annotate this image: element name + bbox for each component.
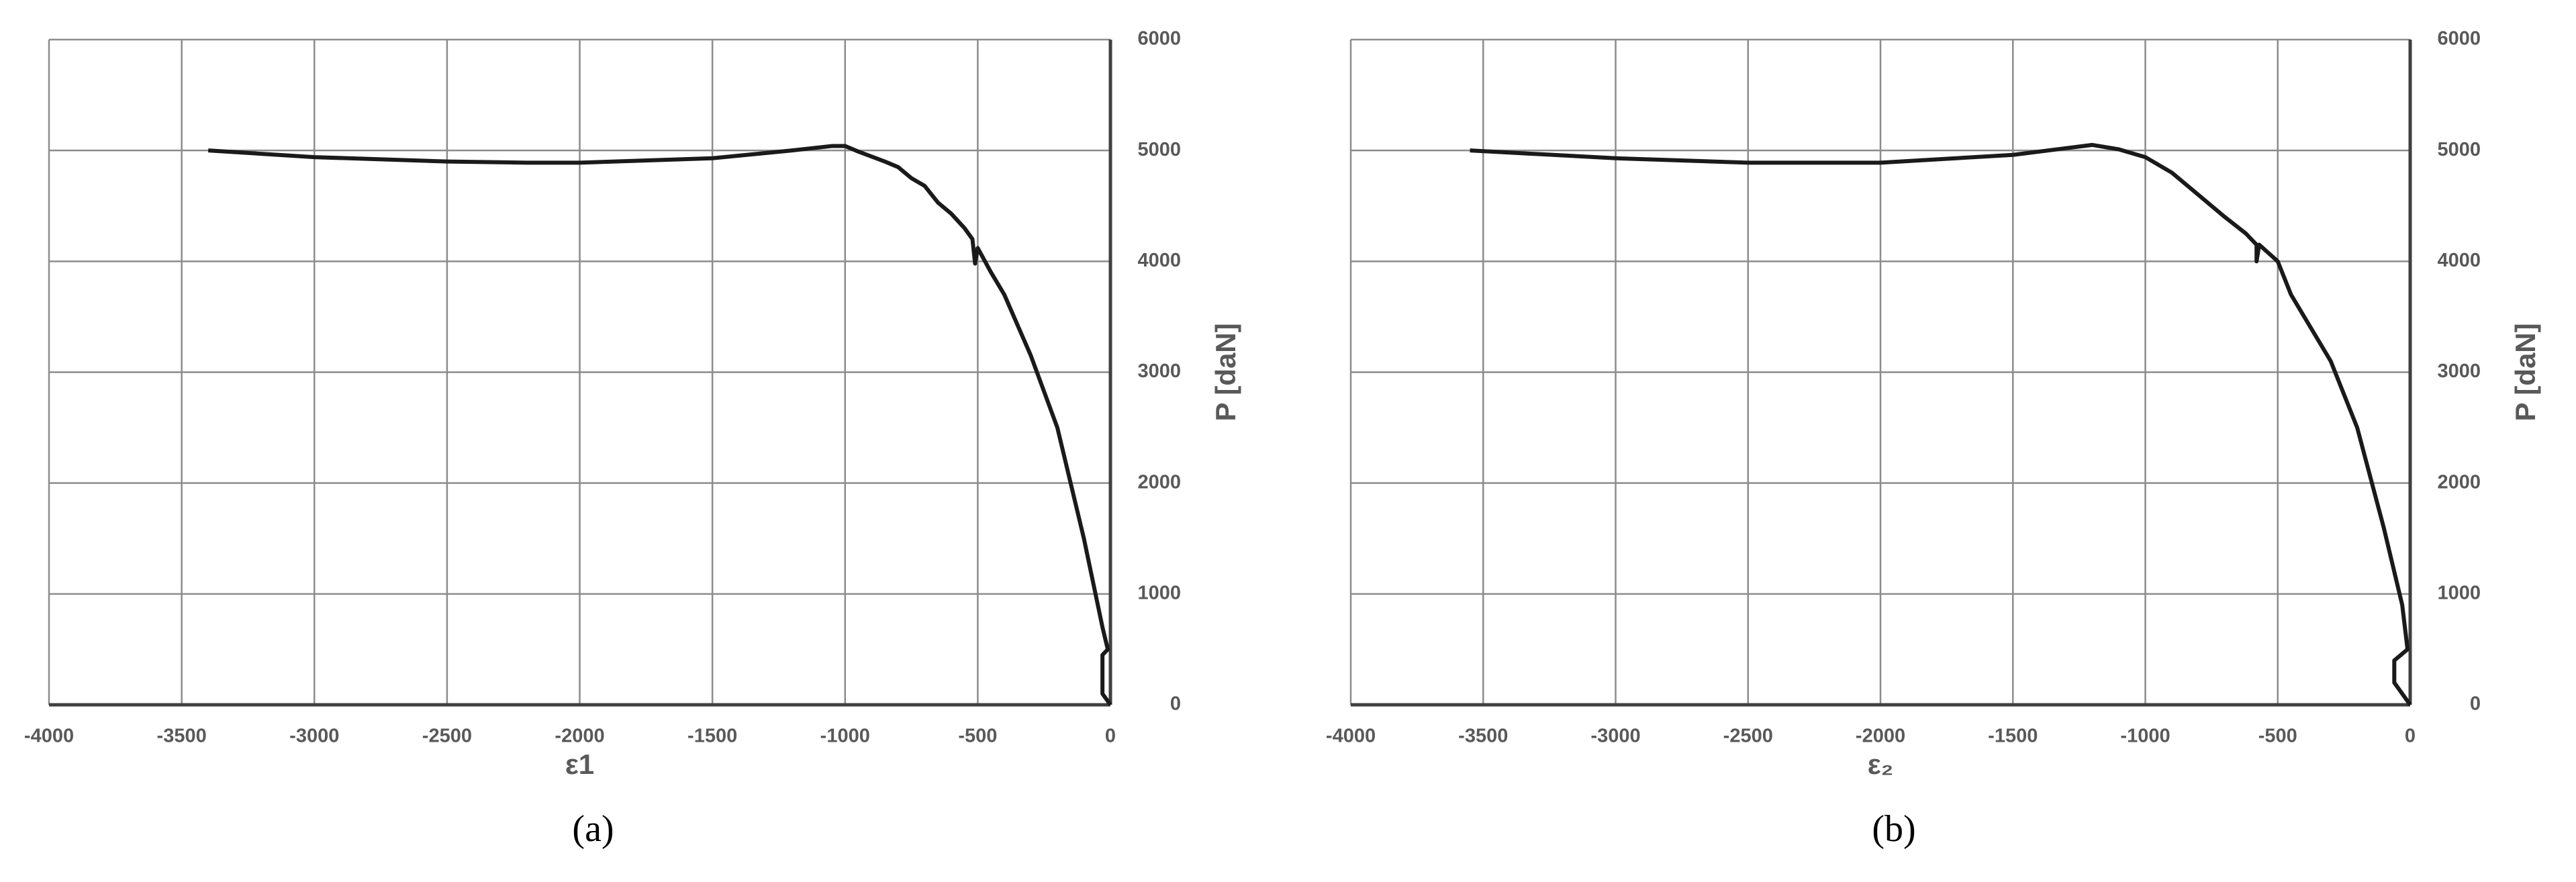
x-tick-label: -2000 — [555, 726, 604, 747]
y-tick-label: 4000 — [1137, 250, 1181, 271]
x-tick-label: -4000 — [24, 726, 74, 747]
x-tick-label: -3000 — [1590, 726, 1640, 747]
y-tick-label: 1000 — [2437, 582, 2481, 603]
x-tick-label: -3500 — [1458, 726, 1508, 747]
y-tick-label: 2000 — [1137, 471, 1181, 493]
y-tick-label: 0 — [1170, 693, 1181, 715]
x-tick-label: -500 — [958, 726, 997, 747]
y-tick-label: 2000 — [2437, 471, 2481, 493]
x-tick-label: -1000 — [2120, 726, 2170, 747]
caption: (a) — [572, 808, 614, 850]
x-tick-label: -4000 — [1326, 726, 1376, 747]
y-tick-label: 3000 — [1137, 360, 1181, 382]
data-line — [1470, 142, 2412, 706]
x-tick-label: -1500 — [687, 726, 737, 747]
y-tick-label: 6000 — [1137, 28, 1181, 50]
x-axis-title: ε1 — [565, 748, 594, 780]
x-tick-label: -2500 — [1723, 726, 1773, 747]
data-line — [207, 144, 1112, 706]
x-tick-label: -1500 — [1988, 726, 2038, 747]
y-tick-label: 6000 — [2437, 28, 2481, 50]
x-tick-label: -2000 — [1856, 726, 1905, 747]
y-tick-label: 5000 — [2437, 139, 2481, 160]
x-tick-label: -2500 — [422, 726, 472, 747]
y-tick-label: 4000 — [2437, 250, 2481, 271]
y-axis-title: P [daN] — [2510, 323, 2541, 421]
x-tick-label: -500 — [2258, 726, 2297, 747]
y-tick-label: 1000 — [1137, 582, 1181, 603]
x-tick-label: -3000 — [289, 726, 339, 747]
y-tick-label: 3000 — [2437, 360, 2481, 382]
x-tick-label: -3500 — [157, 726, 207, 747]
caption: (b) — [1872, 808, 1915, 850]
y-axis-title: P [daN] — [1210, 323, 1241, 421]
x-axis-title: ε₂ — [1868, 748, 1894, 780]
y-tick-label: 0 — [2470, 693, 2481, 715]
x-tick-label: 0 — [1105, 726, 1116, 747]
x-tick-label: -1000 — [820, 726, 870, 747]
y-tick-label: 5000 — [1137, 139, 1181, 160]
x-tick-label: 0 — [2405, 726, 2416, 747]
